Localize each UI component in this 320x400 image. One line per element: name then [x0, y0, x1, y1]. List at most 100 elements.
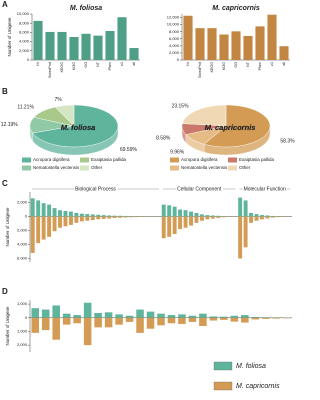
- legend-swatch: [213, 361, 233, 371]
- bar: [136, 309, 144, 318]
- pie-value-label: 9.96%: [170, 149, 185, 155]
- bar: [101, 215, 106, 217]
- x-tick-label: SwissProt: [48, 62, 52, 78]
- bar: [205, 216, 210, 220]
- bar: [146, 317, 155, 329]
- pie-slice: [182, 104, 227, 127]
- bar: [282, 317, 291, 319]
- bar: [93, 35, 103, 60]
- bar: [194, 216, 199, 223]
- bar: [243, 200, 248, 217]
- bar: [221, 216, 226, 218]
- bar: [57, 31, 67, 60]
- bar: [112, 215, 117, 217]
- bar: [262, 317, 270, 319]
- x-tick-label: Nr: [36, 61, 40, 66]
- legend-label: Nematostella vectensis: [181, 165, 228, 170]
- x-tick-label: SwissProt: [198, 62, 202, 78]
- bar: [36, 200, 41, 217]
- y-tick-label: 4,000: [17, 242, 28, 247]
- x-tick-label: KEGG: [60, 62, 64, 73]
- pie-value-label: 8.58%: [156, 135, 171, 141]
- bar: [73, 315, 81, 318]
- group-label: Cellular Component: [177, 186, 222, 192]
- bar: [94, 313, 102, 318]
- bar: [52, 305, 60, 318]
- x-tick-label: Nr: [186, 61, 190, 66]
- bar: [172, 206, 177, 217]
- panel-letter: C: [2, 179, 8, 188]
- bar: [68, 211, 73, 217]
- y-tick-label: 8,000: [19, 20, 30, 25]
- bar: [41, 203, 46, 217]
- x-tick-label: KOG: [72, 62, 76, 70]
- x-tick-label: ≥1: [270, 62, 274, 66]
- bar: [62, 317, 71, 325]
- bar: [63, 216, 68, 227]
- y-tick-label: 2,000: [17, 342, 28, 347]
- y-axis-label: Number of Unigene: [5, 306, 10, 346]
- pie-value-label: 12.19%: [1, 122, 19, 128]
- legend-swatch: [80, 165, 89, 171]
- bar: [279, 46, 289, 60]
- bar: [85, 216, 90, 221]
- bar: [112, 216, 117, 219]
- bar: [189, 211, 193, 217]
- bar: [189, 216, 193, 226]
- y-tick-label: 10,000: [17, 11, 30, 16]
- legend-label: Exaiptasia pallida: [91, 157, 127, 162]
- bar: [146, 311, 155, 318]
- y-tick-label: 1,000: [17, 329, 28, 334]
- y-tick-label: 4,000: [169, 43, 180, 48]
- legend-swatch: [170, 165, 179, 171]
- y-tick-label: 2,000: [19, 48, 30, 53]
- x-tick-label: KOG: [222, 62, 226, 70]
- figure: A M. foliosa 0 2,000 4,000 6,000 8,000 10,000 Nu…: [1, 0, 295, 391]
- bar: [83, 302, 92, 318]
- bar: [167, 317, 176, 324]
- bar: [41, 317, 50, 331]
- bar: [125, 315, 134, 318]
- x-tick-label: all: [282, 62, 286, 66]
- y-tick-label: 2,000: [17, 228, 28, 233]
- bar: [243, 216, 248, 248]
- bar: [210, 216, 215, 219]
- bar: [161, 204, 166, 217]
- bar: [183, 210, 188, 217]
- y-tick-label: 2,000: [17, 200, 28, 205]
- legend-swatch: [213, 381, 233, 391]
- bar: [199, 317, 207, 326]
- bar: [107, 216, 112, 219]
- bar: [90, 214, 95, 217]
- bar: [52, 216, 57, 232]
- bar: [101, 216, 106, 219]
- bar: [63, 210, 68, 217]
- bar: [36, 216, 41, 244]
- legend-label: M. capricornis: [236, 383, 280, 390]
- legend-label: Acropora digitifera: [33, 157, 70, 162]
- bar: [105, 31, 115, 60]
- bar: [241, 315, 249, 318]
- legend-label: Other: [239, 165, 251, 170]
- x-tick-label: ≥1: [120, 62, 124, 66]
- bar: [178, 317, 186, 324]
- bar: [74, 213, 79, 217]
- bar: [188, 315, 197, 318]
- panel-letter: B: [2, 87, 8, 96]
- bar: [210, 215, 215, 217]
- bar: [249, 216, 254, 223]
- bar: [220, 316, 228, 318]
- pie-title: M. foliosa: [61, 123, 96, 132]
- legend-swatch: [22, 165, 31, 171]
- bar: [249, 213, 254, 217]
- x-tick-label: NT: [246, 61, 250, 67]
- x-tick-label: GO: [234, 62, 238, 68]
- y-tick-label: 2,000: [169, 50, 180, 55]
- bar: [62, 313, 71, 318]
- pie-value-label: 11.21%: [17, 104, 34, 110]
- bar: [79, 213, 84, 217]
- bar: [104, 317, 113, 328]
- bar: [115, 317, 123, 325]
- bar: [157, 313, 165, 318]
- bar: [178, 314, 186, 318]
